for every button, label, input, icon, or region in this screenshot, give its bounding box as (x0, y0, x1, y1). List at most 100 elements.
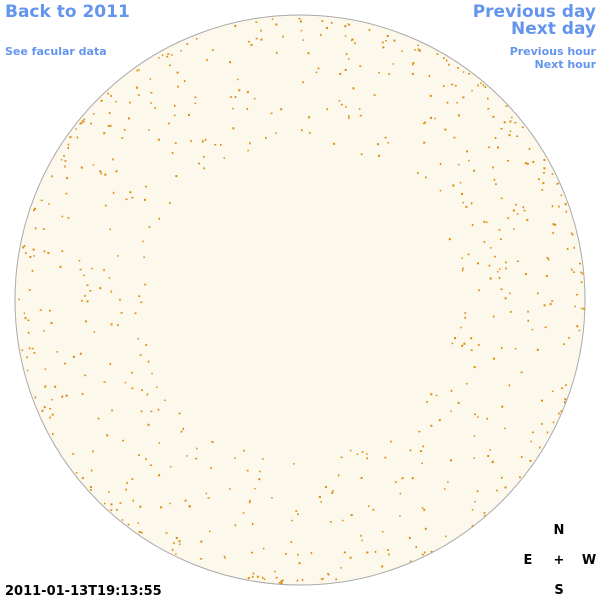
facular-dot (260, 38, 263, 41)
facular-dot (435, 394, 438, 397)
facular-dot (477, 416, 479, 418)
facular-dot (378, 72, 380, 74)
facular-dot (124, 381, 127, 384)
facular-dot (275, 132, 277, 134)
facular-dot (308, 132, 311, 134)
facular-dot (164, 399, 166, 402)
facular-dot (148, 129, 150, 131)
facular-dot (176, 71, 179, 74)
facular-dot (134, 312, 137, 314)
facular-dot (107, 92, 109, 95)
next-day-link[interactable]: Next day (511, 19, 596, 39)
facular-dot (501, 405, 504, 408)
facular-dot (276, 51, 278, 54)
facular-dot (520, 456, 523, 458)
facular-dot (487, 108, 490, 110)
facular-dot (249, 499, 251, 502)
facular-dot (461, 344, 464, 347)
back-link[interactable]: Back to 2011 (5, 2, 130, 22)
facular-dot (580, 271, 582, 274)
facular-dot (100, 172, 102, 175)
facular-dot (270, 112, 273, 115)
facular-dot (425, 176, 427, 179)
facular-dot (408, 536, 411, 539)
facular-dot (27, 319, 30, 321)
facular-dot (430, 393, 433, 396)
facular-dot (324, 486, 327, 489)
facular-dot (442, 57, 445, 59)
facular-dot (412, 62, 415, 64)
facular-dot (560, 194, 563, 197)
facular-dot (148, 226, 151, 228)
facular-dot (238, 89, 241, 92)
facular-dot (516, 213, 519, 215)
facular-dot (361, 451, 364, 453)
facular-dot (415, 546, 417, 549)
facular-dot (293, 463, 295, 465)
previous-hour-link[interactable]: Previous hour (510, 45, 597, 58)
facular-dot (234, 524, 237, 527)
facular-dot (41, 409, 44, 412)
facular-link[interactable]: See facular data (5, 45, 107, 58)
facular-dot (103, 132, 106, 135)
facular-dot (492, 357, 495, 360)
facular-dot (499, 238, 502, 240)
facular-dot (381, 41, 384, 44)
facular-dot (521, 126, 524, 129)
facular-dot (255, 37, 258, 40)
facular-dot (175, 553, 177, 555)
facular-dot (470, 202, 473, 205)
facular-dot (65, 394, 68, 397)
facular-dot (486, 417, 488, 420)
facular-dot (110, 94, 112, 97)
facular-dot (256, 575, 259, 578)
facular-dot (500, 197, 503, 200)
facular-dot (115, 100, 117, 103)
facular-dot (203, 155, 205, 158)
facular-dot (393, 39, 396, 42)
facular-dot (194, 102, 197, 105)
facular-dot (298, 17, 301, 20)
facular-dot (399, 492, 402, 495)
facular-dot (223, 157, 225, 159)
facular-dot (500, 288, 503, 290)
facular-dot (448, 238, 451, 241)
facular-dot (328, 574, 330, 576)
facular-dot (360, 153, 363, 155)
facular-dot (300, 20, 302, 23)
facular-dot (64, 160, 67, 162)
facular-dot (500, 128, 503, 130)
facular-dot (541, 422, 543, 425)
facular-dot (52, 432, 54, 435)
previous-day-link[interactable]: Previous day (473, 2, 596, 22)
facular-dot (541, 189, 544, 191)
facular-dot (348, 116, 350, 119)
facular-dot (109, 228, 111, 231)
facular-dot (524, 162, 527, 165)
facular-dot (410, 560, 412, 562)
facular-dot (302, 39, 304, 41)
facular-dot (543, 167, 546, 170)
facular-dot (554, 223, 557, 226)
facular-dot (471, 509, 474, 511)
next-hour-link[interactable]: Next hour (535, 58, 597, 71)
facular-dot (344, 68, 347, 71)
facular-dot (131, 196, 134, 199)
facular-dot (79, 268, 82, 271)
facular-dot (482, 84, 485, 87)
compass-south: S (554, 583, 563, 598)
facular-dot (112, 191, 115, 194)
facular-dot (347, 58, 350, 60)
facular-dot (430, 424, 433, 427)
compass-north: N (554, 523, 565, 538)
facular-dot (259, 470, 261, 473)
facular-dot (72, 453, 75, 455)
facular-dot (462, 267, 464, 270)
facular-dot (526, 162, 529, 165)
facular-dot (471, 89, 473, 92)
facular-dot (89, 486, 92, 489)
facular-dot (75, 128, 77, 130)
facular-dot (417, 48, 420, 51)
facular-dot (488, 264, 491, 267)
